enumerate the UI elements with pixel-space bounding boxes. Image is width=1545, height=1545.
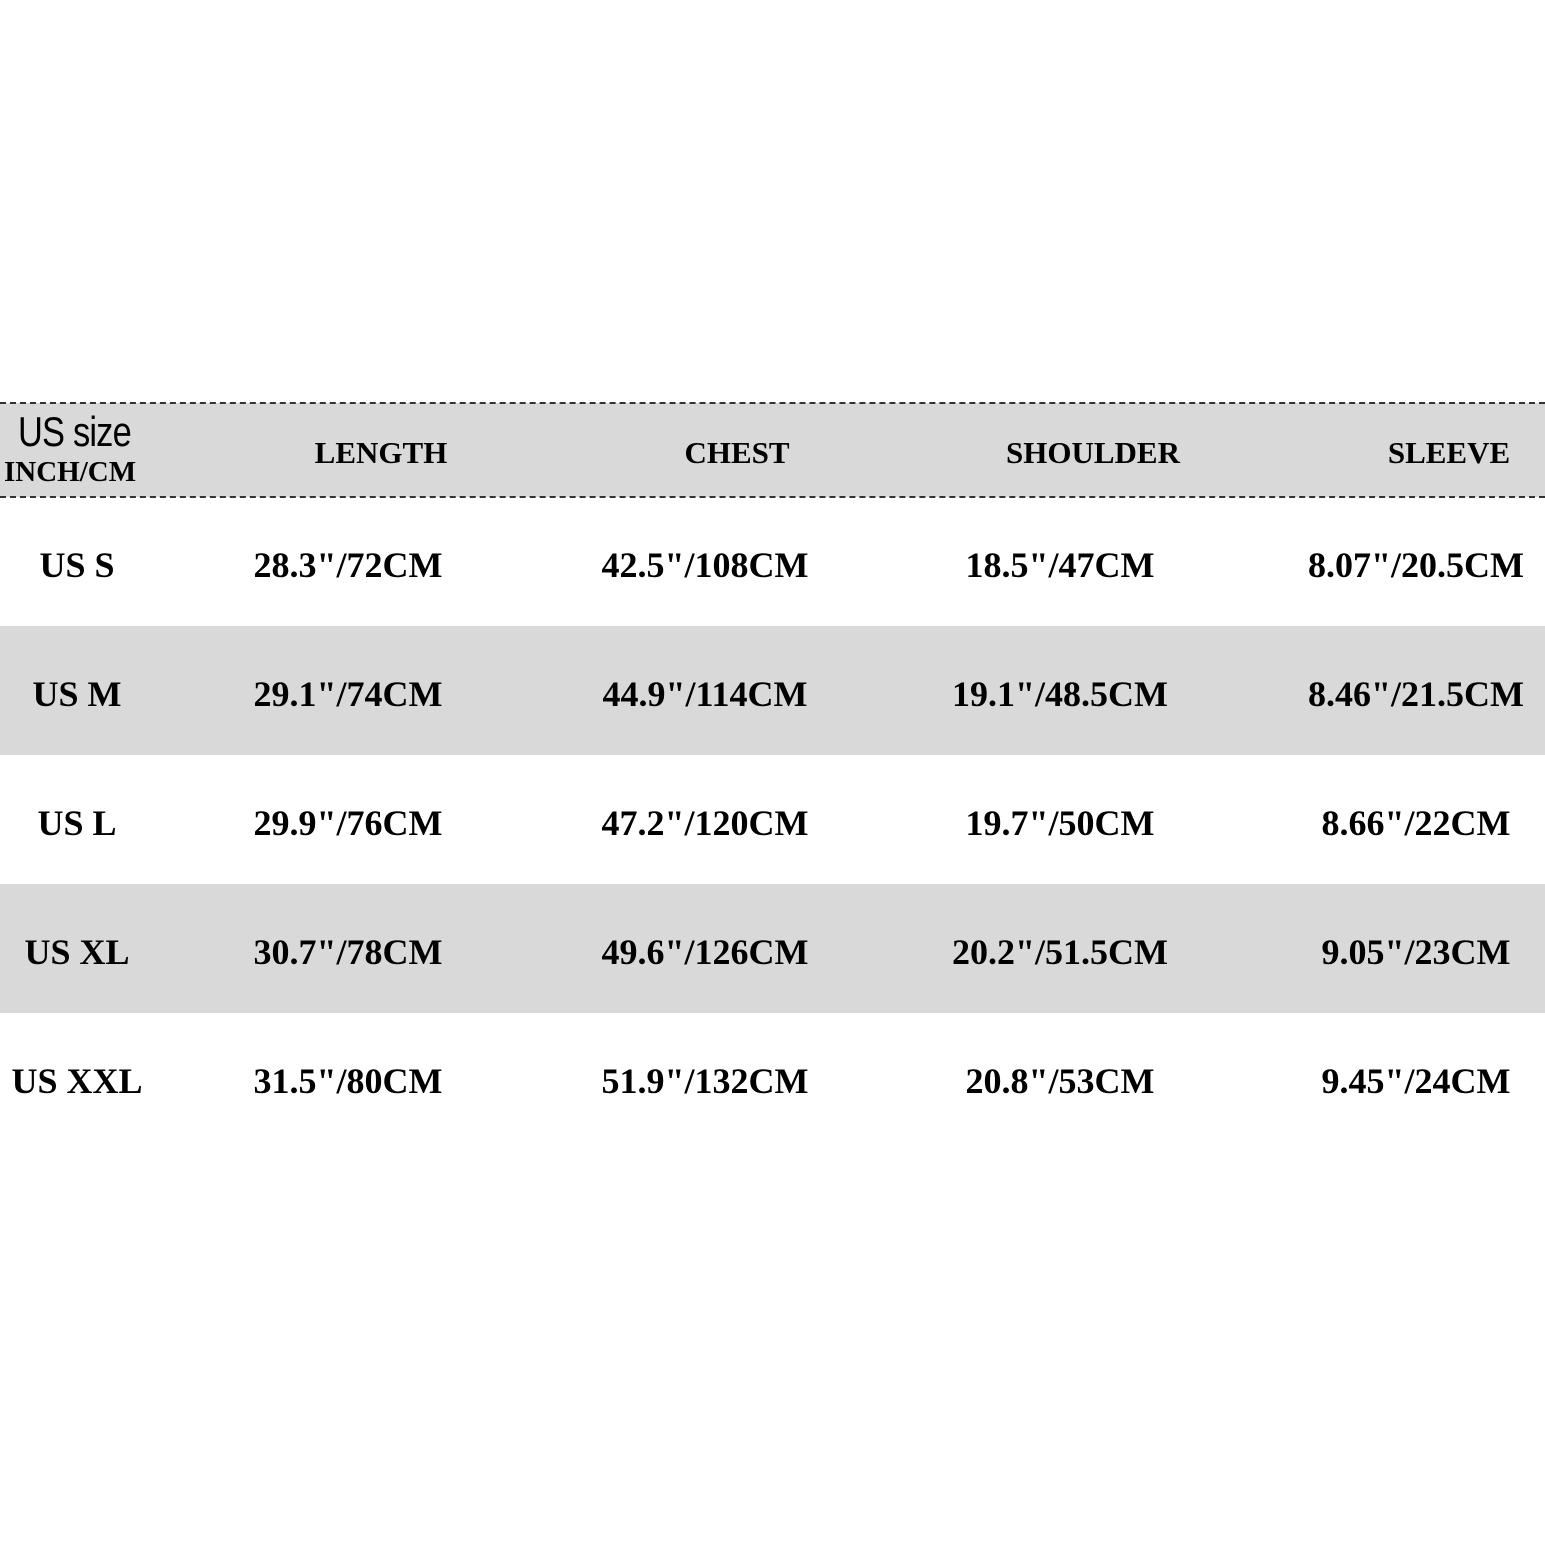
size-label: US M [32,673,122,714]
corner-title: US size [18,408,132,455]
measurement: 29.1"/74CM [253,673,443,714]
size-label: US XL [24,931,130,972]
measurement: 51.9"/132CM [601,1060,809,1101]
measurement: 19.1"/48.5CM [952,673,1168,714]
measurement: 42.5"/108CM [601,544,809,585]
measurement: 30.7"/78CM [253,931,443,972]
measurement: 9.05"/23CM [1321,931,1511,972]
corner-unit: INCH/CM [4,456,137,488]
measurement: 20.8"/53CM [965,1060,1155,1101]
measurement: 19.7"/50CM [965,802,1155,843]
column-header: SLEEVE [1387,435,1511,470]
size-label: US S [39,544,115,585]
header-bottom-rule [0,496,1545,498]
header-top-rule [0,402,1545,404]
measurement: 44.9"/114CM [602,673,808,714]
measurement: 28.3"/72CM [253,544,443,585]
measurement: 20.2"/51.5CM [952,931,1168,972]
column-header: SHOULDER [1006,435,1180,470]
measurement: 9.45"/24CM [1321,1060,1511,1101]
measurement: 8.46"/21.5CM [1308,673,1524,714]
row-band [0,884,1545,1013]
measurement: 18.5"/47CM [965,544,1155,585]
measurement: 8.66"/22CM [1321,802,1511,843]
column-header: LENGTH [314,435,448,470]
measurement: 31.5"/80CM [253,1060,443,1101]
measurement: 47.2"/120CM [601,802,809,843]
measurement: 8.07"/20.5CM [1308,544,1524,585]
size-label: US XXL [11,1060,143,1101]
column-header: CHEST [684,435,790,470]
row-band [0,626,1545,755]
size-label: US L [37,802,117,843]
header-band [0,403,1545,497]
measurement: 49.6"/126CM [601,931,809,972]
measurement: 29.9"/76CM [253,802,443,843]
